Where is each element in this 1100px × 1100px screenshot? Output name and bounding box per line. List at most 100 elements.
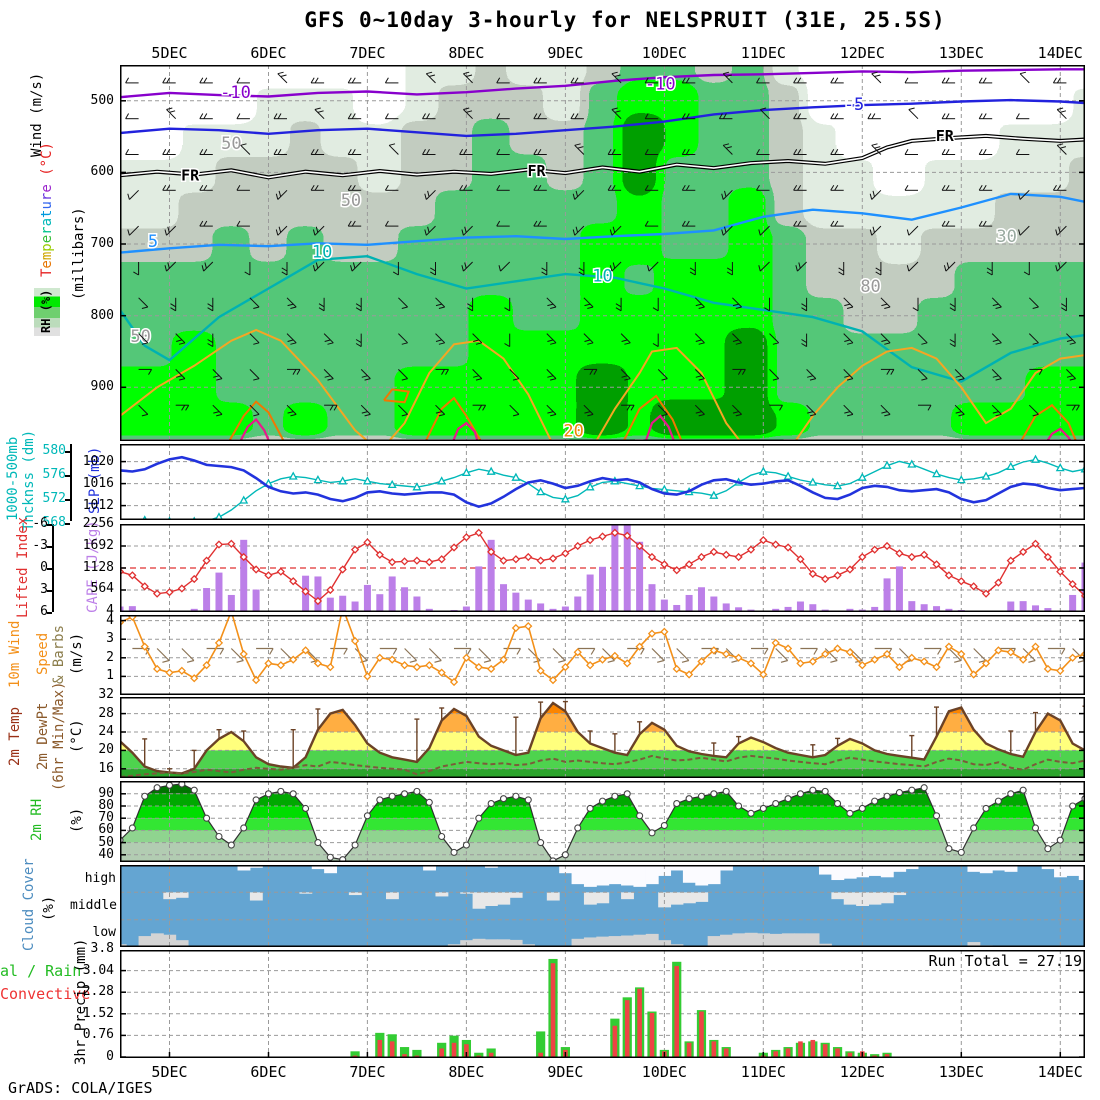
pressure-tick-700: 700 — [90, 236, 114, 252]
rh-legend-label: RH (%) — [39, 289, 53, 333]
temperature-letter: a — [39, 217, 55, 227]
precip-tick-1.52: 1.52 — [82, 1005, 114, 1021]
temp2m-panel — [120, 697, 1085, 778]
thickness-tick-580: 580 — [42, 443, 66, 459]
axis-tick — [65, 475, 70, 478]
cloud-band-label-high: high — [84, 870, 116, 886]
slp-tick-1016: 1016 — [82, 475, 114, 491]
temperature-unit: (°C) — [39, 142, 55, 185]
axis-tick — [65, 523, 70, 526]
precip-tick-2.28: 2.28 — [82, 984, 114, 1000]
axis-tick — [47, 524, 52, 526]
temperature-letter: t — [39, 209, 55, 218]
li-tick-6: 6 — [40, 603, 48, 619]
temperature-axis-label: Temperature (°C) — [39, 142, 55, 277]
date-label-top-14DEC: 14DEC — [1037, 44, 1083, 62]
svg-text:50: 50 — [130, 327, 150, 347]
slp-tick-1020: 1020 — [82, 453, 114, 469]
axis-tick — [47, 611, 52, 614]
svg-text:10: 10 — [592, 266, 612, 286]
svg-text:50: 50 — [221, 134, 241, 154]
cape-tick-2256: 2256 — [82, 516, 114, 532]
svg-text:30: 30 — [996, 227, 1016, 247]
wind10m-axis-label-2: Speed — [35, 632, 51, 675]
li-tick-0: 0 — [40, 559, 48, 575]
wind10m-axis-label-1: 10m Wind — [7, 620, 23, 688]
rh-tick-70: 70 — [98, 810, 114, 826]
temperature-letter: e — [39, 234, 55, 244]
precip-tick-0: 0 — [106, 1049, 114, 1064]
cloud-band-label-middle: middle — [70, 898, 117, 913]
cape-tick-1128: 1128 — [82, 559, 114, 575]
svg-text:FR: FR — [527, 162, 546, 180]
date-label-top-12DEC: 12DEC — [839, 44, 885, 62]
temp-tick-32: 32 — [98, 687, 114, 703]
cape-tick-4: 4 — [106, 603, 114, 618]
temp-tick-20: 20 — [98, 742, 114, 758]
axis-tick — [65, 499, 70, 502]
precip-tick-0.76: 0.76 — [82, 1027, 114, 1043]
date-label-top-6DEC: 6DEC — [250, 44, 287, 62]
svg-text:50: 50 — [341, 191, 361, 211]
wind-tick-1: 1 — [106, 668, 114, 684]
wind-tick-2: 2 — [106, 649, 114, 665]
svg-text:-10: -10 — [220, 83, 251, 103]
date-label-top-7DEC: 7DEC — [349, 44, 386, 62]
cape-tick-1692: 1692 — [82, 537, 114, 553]
date-label-bottom-5DEC: 5DEC — [151, 1063, 188, 1081]
svg-text:5: 5 — [148, 232, 158, 252]
date-label-top-13DEC: 13DEC — [938, 44, 984, 62]
wind-tick-4: 4 — [106, 612, 114, 628]
date-label-bottom-10DEC: 10DEC — [641, 1063, 687, 1081]
svg-text:FR: FR — [181, 166, 200, 184]
date-label-top-8DEC: 8DEC — [448, 44, 485, 62]
precip-axis-label: 3hr Precip (mm) — [73, 938, 89, 1065]
precip-tick-3.04: 3.04 — [82, 962, 114, 978]
temperature-letter: p — [39, 243, 55, 252]
thickness-tick-568: 568 — [42, 515, 66, 531]
lifted-index-mini-axis — [52, 524, 54, 612]
li-cape-panel — [120, 524, 1085, 612]
date-label-bottom-6DEC: 6DEC — [250, 1063, 287, 1081]
cloud-band-label-low: low — [92, 925, 116, 941]
rh2m-axis-label: 2m RH — [29, 798, 45, 841]
cloud-cover-panel — [120, 865, 1085, 947]
pressure-tick-500: 500 — [90, 92, 114, 108]
thickness-mini-axis — [70, 444, 72, 521]
rh-tick-80: 80 — [98, 798, 114, 813]
date-label-bottom-7DEC: 7DEC — [349, 1063, 386, 1081]
temp-tick-16: 16 — [98, 760, 114, 776]
precip-total-legend: al / Rain — [0, 962, 82, 980]
axis-tick — [65, 451, 70, 454]
li-tick--3: -3 — [32, 537, 48, 553]
svg-text:FR: FR — [936, 127, 955, 145]
slp-tick-1012: 1012 — [82, 497, 114, 513]
date-label-top-5DEC: 5DEC — [151, 44, 188, 62]
date-label-top-10DEC: 10DEC — [641, 44, 687, 62]
date-label-top-9DEC: 9DEC — [547, 44, 584, 62]
temperature-letter: r — [39, 192, 55, 202]
rh-tick-50: 50 — [98, 834, 114, 850]
rh-legend-gradient — [34, 288, 60, 336]
temperature-letter: e — [39, 184, 55, 193]
axis-tick — [47, 567, 52, 570]
precip-convective-legend: Convective — [0, 985, 91, 1003]
wind10m-axis-label-3: & Barbs — [51, 624, 67, 684]
rh-tick-90: 90 — [98, 785, 114, 801]
pressure-tick-900: 900 — [90, 379, 114, 395]
date-label-bottom-12DEC: 12DEC — [839, 1063, 885, 1081]
thickness-tick-576: 576 — [42, 467, 66, 483]
pressure-tick-600: 600 — [90, 164, 114, 180]
millibars-axis-label: (millibars) — [71, 207, 87, 300]
date-label-bottom-11DEC: 11DEC — [740, 1063, 786, 1081]
date-label-bottom-8DEC: 8DEC — [448, 1063, 485, 1081]
temperature-letter: T — [39, 268, 55, 277]
svg-text:-10: -10 — [645, 74, 676, 94]
li-tick--6: -6 — [32, 516, 48, 531]
date-label-bottom-13DEC: 13DEC — [938, 1063, 984, 1081]
temperature-letter: e — [39, 260, 55, 269]
svg-text:80: 80 — [860, 277, 880, 297]
thickness-tick-572: 572 — [42, 491, 66, 507]
temp2m-axis-label-2: 2m DewPt — [35, 702, 51, 770]
rh-tick-60: 60 — [98, 822, 114, 838]
